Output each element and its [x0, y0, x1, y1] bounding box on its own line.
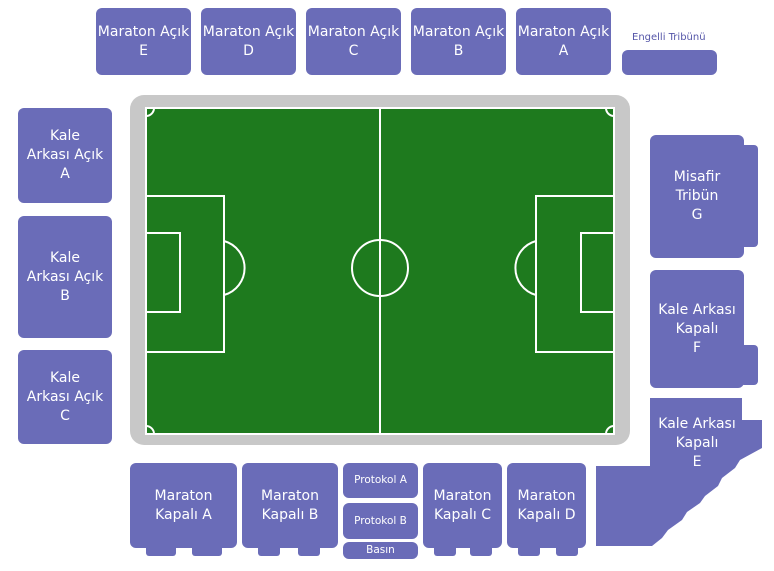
- stand-label: Maraton Kapalı B: [261, 487, 319, 523]
- corner-arc: [145, 425, 155, 435]
- stand-basin[interactable]: Basın: [343, 542, 418, 559]
- stand-label: Maraton Kapalı D: [517, 487, 576, 523]
- corner-arc: [145, 107, 155, 117]
- stand-label: Kale Arkası Açık C: [26, 369, 104, 424]
- stand-label: Kale Arkası Açık B: [26, 249, 104, 304]
- engelli-tribun-label: Engelli Tribünü: [632, 32, 706, 43]
- stand-notch: [740, 345, 758, 385]
- corner-arc: [605, 425, 615, 435]
- stand-notch: [470, 540, 492, 556]
- stand-notch: [740, 145, 758, 247]
- stand-maraton-acik-e[interactable]: Maraton Açık E: [96, 8, 191, 75]
- stand-kale-arkasi-kapali-e[interactable]: Kale Arkası Kapalı E: [650, 408, 744, 478]
- stand-maraton-kapali-d[interactable]: Maraton Kapalı D: [507, 463, 586, 548]
- stand-kale-arkasi-acik-c[interactable]: Kale Arkası Açık C: [18, 350, 112, 444]
- stand-protokol-b[interactable]: Protokol B: [343, 503, 418, 539]
- stand-label: Maraton Açık C: [307, 23, 400, 59]
- stand-notch: [258, 540, 280, 556]
- left-penalty-arc: [223, 240, 246, 296]
- stand-label: Maraton Kapalı A: [154, 487, 213, 523]
- stand-notch: [192, 540, 222, 556]
- stand-maraton-kapali-b[interactable]: Maraton Kapalı B: [242, 463, 338, 548]
- stand-label: Maraton Açık A: [517, 23, 610, 59]
- stand-kale-arkasi-kapali-e-shape[interactable]: [596, 398, 762, 546]
- stand-label: Protokol B: [354, 514, 407, 527]
- right-penalty-arc: [514, 240, 537, 296]
- stand-maraton-acik-c[interactable]: Maraton Açık C: [306, 8, 401, 75]
- stand-maraton-kapali-a[interactable]: Maraton Kapalı A: [130, 463, 237, 548]
- stand-notch: [434, 540, 456, 556]
- stand-kale-arkasi-acik-a[interactable]: Kale Arkası Açık A: [18, 108, 112, 203]
- stand-label: Misafir Tribün G: [673, 169, 721, 223]
- stand-maraton-acik-a[interactable]: Maraton Açık A: [516, 8, 611, 75]
- stand-engelli-tribun[interactable]: [622, 50, 717, 75]
- stand-label: Basın: [366, 544, 395, 556]
- stand-notch: [556, 540, 578, 556]
- stand-label: Kale Arkası Kapalı F: [658, 301, 736, 356]
- stand-label: Maraton Açık B: [412, 23, 505, 59]
- stand-kale-arkasi-acik-b[interactable]: Kale Arkası Açık B: [18, 216, 112, 338]
- stand-maraton-acik-b[interactable]: Maraton Açık B: [411, 8, 506, 75]
- right-goal-box: [580, 232, 615, 313]
- stand-label: Maraton Kapalı C: [433, 487, 492, 523]
- left-goal-box: [145, 232, 181, 313]
- stand-notch: [298, 540, 320, 556]
- stand-label: Maraton Açık D: [202, 23, 295, 59]
- stand-label: Kale Arkası Açık A: [26, 128, 104, 182]
- stand-label: Protokol A: [354, 474, 407, 486]
- stand-maraton-kapali-c[interactable]: Maraton Kapalı C: [423, 463, 502, 548]
- stand-notch: [146, 540, 176, 556]
- stand-maraton-acik-d[interactable]: Maraton Açık D: [201, 8, 296, 75]
- center-circle: [351, 239, 409, 297]
- stand-protokol-a[interactable]: Protokol A: [343, 463, 418, 498]
- stand-label: Kale Arkası Kapalı E: [658, 415, 736, 470]
- stand-notch: [518, 540, 540, 556]
- stand-misafir-tribun-g[interactable]: Misafir Tribün G: [650, 135, 744, 258]
- corner-arc: [605, 107, 615, 117]
- stand-kale-arkasi-kapali-f[interactable]: Kale Arkası Kapalı F: [650, 270, 744, 388]
- stand-label: Maraton Açık E: [97, 23, 190, 59]
